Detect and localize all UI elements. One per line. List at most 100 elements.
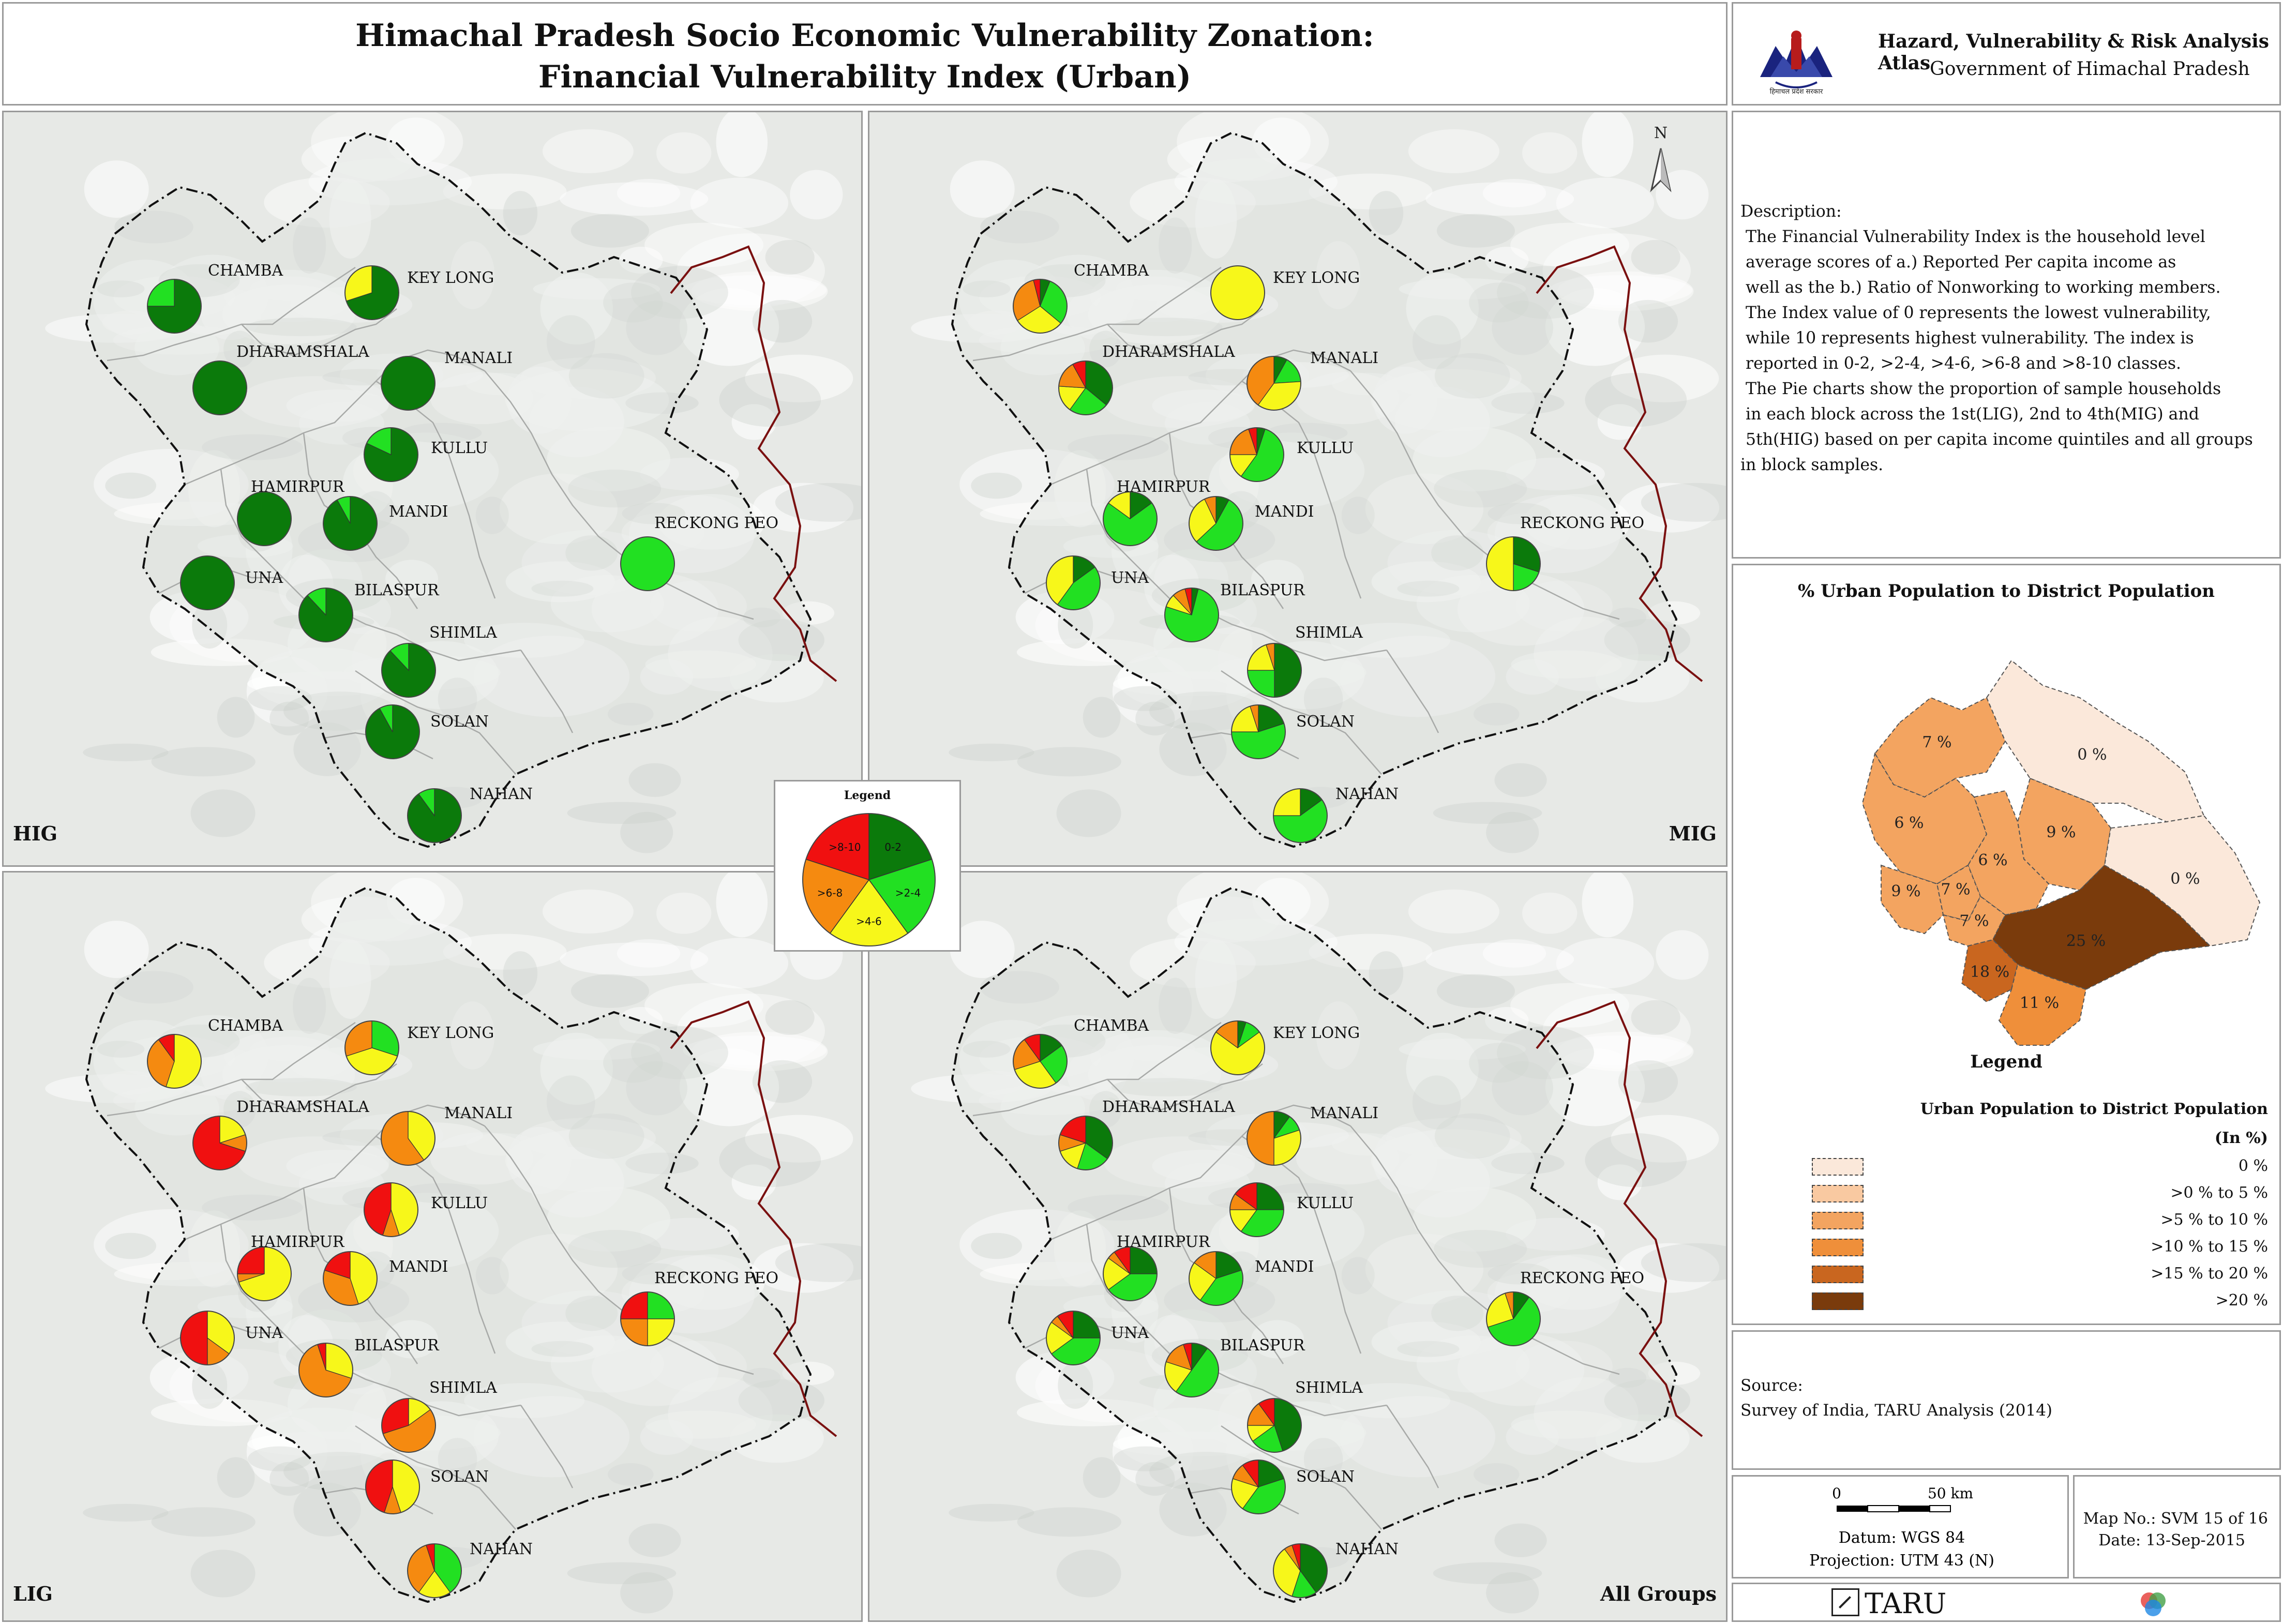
pie-outline xyxy=(1231,704,1286,759)
terrain-texture xyxy=(443,934,567,970)
block-label: KEY LONG xyxy=(407,269,494,287)
terrain-texture xyxy=(628,763,681,797)
pie-reckong-peo xyxy=(1486,536,1541,591)
government-name: Government of Himachal Pradesh xyxy=(1930,58,2250,80)
pie-reckong-peo xyxy=(620,536,675,591)
block-label: BILASPUR xyxy=(354,1336,440,1355)
terrain-texture xyxy=(963,1041,1011,1058)
terrain-texture xyxy=(1408,889,1499,934)
terrain-texture xyxy=(190,789,256,837)
pie-outline xyxy=(147,1034,202,1089)
district-una xyxy=(1881,864,1944,935)
terrain-texture xyxy=(1365,473,1484,545)
terrain-texture xyxy=(644,222,764,267)
pie-shimla xyxy=(1247,1398,1302,1453)
terrain-texture xyxy=(591,573,719,646)
terrain-texture xyxy=(949,1503,1034,1522)
terrain-texture xyxy=(105,472,157,499)
pie-solan xyxy=(365,1460,420,1514)
terrain-texture xyxy=(1413,1186,1536,1252)
terrain-texture xyxy=(386,878,445,925)
terrain-texture xyxy=(640,1217,739,1251)
terrain-texture xyxy=(950,921,1015,979)
district-boundary xyxy=(1107,1063,1263,1111)
terrain-texture xyxy=(151,1399,293,1426)
panel-label-hig: HIG xyxy=(13,822,58,845)
terrain-texture xyxy=(1473,1463,1520,1486)
description-line: in each block across the 1st(LIG), 2nd t… xyxy=(1740,405,2199,424)
pie-outline xyxy=(1189,1251,1243,1306)
terrain-texture xyxy=(690,938,789,989)
terrain-texture xyxy=(568,353,644,399)
terrain-texture xyxy=(192,1362,228,1409)
pie-dharamshala xyxy=(1058,360,1113,415)
terrain-background xyxy=(869,112,1726,865)
block-label: CHAMBA xyxy=(1074,1017,1149,1035)
district-boundary xyxy=(241,308,397,356)
pie-outline xyxy=(364,427,418,482)
urban-legend-label: 0 % xyxy=(2238,1157,2268,1175)
pie-nahan xyxy=(1273,1543,1328,1598)
terrain-texture xyxy=(1159,1482,1227,1537)
terrain-texture xyxy=(1433,802,1542,824)
district-boundary xyxy=(484,1125,754,1375)
terrain-texture xyxy=(622,503,686,524)
terrain-texture xyxy=(617,178,681,207)
terrain-texture xyxy=(645,650,756,679)
terrain-texture xyxy=(607,702,654,726)
terrain-texture xyxy=(1309,934,1433,970)
terrain-texture xyxy=(656,892,712,934)
pie-bilaspur xyxy=(1164,588,1219,642)
terrain-texture xyxy=(620,1572,673,1614)
pie-outline xyxy=(147,279,202,334)
terrain-texture xyxy=(1582,873,1634,938)
district-boundary xyxy=(1386,650,1439,733)
pie-outline xyxy=(1103,1246,1158,1301)
terrain-texture xyxy=(1089,330,1122,368)
district-percent-label: 0 % xyxy=(2170,870,2200,888)
terrain-texture xyxy=(730,1414,824,1463)
terrain-texture xyxy=(1331,1133,1403,1156)
terrain-texture xyxy=(971,472,1023,499)
urban-map-title: % Urban Population to District Populatio… xyxy=(1797,581,2215,602)
terrain-texture xyxy=(1545,1048,1645,1126)
terrain-texture xyxy=(591,1333,719,1406)
urban-legend-label: >5 % to 10 % xyxy=(2160,1211,2268,1229)
terrain-texture xyxy=(625,392,699,414)
pie-outline xyxy=(1273,788,1328,843)
terrain-texture xyxy=(1195,179,1237,259)
block-label: BILASPUR xyxy=(1220,1336,1305,1355)
terrain-texture xyxy=(619,1006,663,1034)
pie-outline xyxy=(1231,1460,1286,1514)
block-label: HAMIRPUR xyxy=(251,478,345,496)
terrain-texture xyxy=(542,889,634,934)
international-boundary xyxy=(1536,1000,1703,1437)
block-label: DHARAMSHALA xyxy=(236,1098,369,1116)
terrain-texture xyxy=(1506,1419,1559,1455)
urban-legend-row: >5 % to 10 % xyxy=(1733,1209,2279,1236)
terrain-texture xyxy=(1457,573,1585,646)
terrain-texture xyxy=(679,1048,779,1126)
terrain-texture xyxy=(1339,1396,1496,1478)
terrain-texture xyxy=(630,266,728,319)
terrain-texture xyxy=(1090,269,1221,322)
district-percent-label: 7 % xyxy=(1922,733,1951,751)
pie-una xyxy=(1046,555,1101,610)
terrain-texture xyxy=(1135,1462,1175,1496)
terrain-texture xyxy=(45,313,186,343)
terrain-texture xyxy=(1506,457,1605,491)
terrain-texture xyxy=(1251,560,1304,598)
state-area xyxy=(86,133,810,847)
svg-text:हिमाचल प्रदेश सरकार: हिमाचल प्रदेश सरकार xyxy=(1770,87,1823,96)
terrain-texture xyxy=(245,318,357,336)
terrain-texture xyxy=(113,1085,251,1115)
pie-manali xyxy=(1246,356,1301,411)
pie-shimla xyxy=(381,1398,436,1453)
pie-dharamshala xyxy=(192,1116,247,1170)
block-label: SOLAN xyxy=(430,713,489,731)
terrain-texture xyxy=(190,1550,256,1598)
pie-outline xyxy=(323,1251,378,1306)
pie-outline xyxy=(1210,265,1265,320)
terrain-texture xyxy=(765,1000,815,1035)
pie-chamba xyxy=(1013,1034,1068,1089)
